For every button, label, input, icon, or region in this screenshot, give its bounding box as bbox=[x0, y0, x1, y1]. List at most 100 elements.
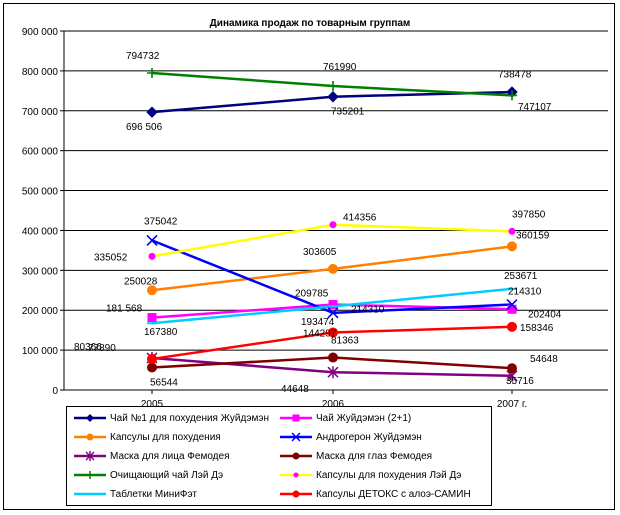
data-label: 738478 bbox=[498, 69, 532, 80]
data-point bbox=[327, 366, 339, 379]
legend-swatch-marker bbox=[86, 471, 94, 479]
data-point bbox=[146, 106, 158, 118]
y-tick-label: 900 000 bbox=[22, 27, 59, 38]
data-point bbox=[328, 263, 338, 274]
data-label: 303605 bbox=[303, 247, 337, 258]
legend-swatch-marker bbox=[292, 490, 300, 498]
data-point bbox=[507, 363, 517, 374]
y-tick-label: 100 000 bbox=[22, 346, 59, 357]
data-label: 735201 bbox=[331, 107, 365, 118]
data-label: 181 568 bbox=[106, 304, 143, 315]
x-tick-label: 2007 г. bbox=[497, 399, 527, 410]
legend-swatch bbox=[74, 414, 106, 422]
data-label: 81363 bbox=[331, 336, 359, 347]
y-tick-label: 0 bbox=[52, 386, 58, 397]
data-point bbox=[147, 67, 157, 78]
legend-swatch bbox=[280, 414, 312, 422]
chart-legend: Чай №1 для похудения Жуйдэмэн Чай Жуйдэмэ… bbox=[66, 406, 492, 506]
legend-swatch bbox=[74, 471, 106, 479]
data-point bbox=[148, 252, 156, 260]
legend-swatch bbox=[74, 433, 106, 441]
legend-label: Маска для лица Фемодея bbox=[110, 450, 230, 462]
data-label: 158346 bbox=[520, 323, 554, 334]
legend-swatch bbox=[280, 452, 312, 460]
legend-item: Таблетки МиниФэт bbox=[73, 485, 197, 503]
data-point bbox=[147, 362, 157, 373]
data-point bbox=[147, 353, 157, 364]
legend-swatch-marker bbox=[291, 432, 301, 442]
data-point bbox=[329, 221, 337, 229]
data-label: 202404 bbox=[528, 309, 562, 320]
legend-item: Маска для глаз Фемодея bbox=[279, 447, 432, 465]
data-point bbox=[327, 307, 339, 319]
data-label: 696 506 bbox=[126, 122, 163, 133]
legend-item: Маска для лица Фемодея bbox=[73, 447, 229, 465]
data-label: 214310 bbox=[351, 305, 385, 316]
y-tick-label: 800 000 bbox=[22, 67, 59, 78]
data-label: 761990 bbox=[323, 62, 357, 73]
legend-swatch-marker bbox=[292, 452, 300, 460]
y-tick-label: 400 000 bbox=[22, 226, 59, 237]
data-point bbox=[328, 352, 338, 363]
data-point bbox=[328, 81, 338, 92]
legend-item: Капсулы для похудения Лэй Дэ bbox=[279, 466, 461, 484]
y-tick-label: 300 000 bbox=[22, 266, 59, 277]
legend-item: Андрогерон Жуйдэмэн bbox=[279, 428, 422, 446]
legend-swatch bbox=[280, 432, 312, 442]
data-label: 35716 bbox=[506, 376, 534, 387]
data-point bbox=[147, 313, 157, 323]
line-chart: Динамика продаж по товарным группам 0 100 … bbox=[22, 18, 608, 410]
data-label: 193474 bbox=[301, 317, 335, 328]
legend-item: Чай Жуйдэмэн (2+1) bbox=[279, 409, 411, 427]
data-label: 375042 bbox=[144, 216, 178, 227]
legend-label: Капсулы для похудения Лэй Дэ bbox=[316, 469, 462, 481]
data-point bbox=[506, 298, 518, 311]
legend-label: Капсулы для похудения bbox=[110, 431, 221, 443]
legend-label: Очищающий чай Лэй Дэ bbox=[110, 469, 224, 481]
legend-swatch-marker bbox=[86, 414, 94, 422]
y-tick-label: 500 000 bbox=[22, 187, 59, 198]
legend-label: Андрогерон Жуйдэмэн bbox=[316, 431, 422, 443]
legend-label: Капсулы ДЕТОКС с алоэ-САМИН bbox=[316, 488, 471, 500]
data-label: 209785 bbox=[295, 288, 329, 299]
legend-swatch-marker bbox=[86, 433, 94, 441]
legend-label: Маска для глаз Фемодея bbox=[316, 450, 433, 462]
legend-label: Чай №1 для похудения Жуйдэмэн bbox=[110, 412, 270, 424]
data-point bbox=[146, 234, 158, 246]
legend-swatch bbox=[280, 490, 312, 498]
legend-swatch-marker bbox=[85, 451, 95, 461]
data-label: 54648 bbox=[530, 354, 558, 365]
data-label: 44648 bbox=[281, 384, 309, 395]
chart-frame: Динамика продаж по товарным группам 0 100 … bbox=[3, 3, 615, 510]
data-label: 144297 bbox=[303, 328, 337, 339]
data-label: 360159 bbox=[516, 230, 550, 241]
legend-item: Очищающий чай Лэй Дэ bbox=[73, 466, 223, 484]
data-point bbox=[327, 91, 339, 103]
data-label: 335052 bbox=[94, 252, 128, 263]
data-point bbox=[507, 90, 517, 101]
x-tick-label: 2005 bbox=[141, 399, 164, 410]
chart-title: Динамика продаж по товарным группам bbox=[210, 18, 411, 29]
data-point bbox=[328, 327, 338, 338]
data-label: 253671 bbox=[504, 271, 538, 282]
data-point bbox=[147, 285, 157, 296]
data-label: 397850 bbox=[512, 209, 546, 220]
data-label: 250028 bbox=[124, 276, 158, 287]
data-label: 214310 bbox=[508, 287, 542, 298]
legend-swatch bbox=[280, 472, 312, 478]
data-point bbox=[508, 227, 516, 235]
data-label: 167380 bbox=[144, 327, 178, 338]
data-label: 77890 bbox=[88, 343, 116, 354]
data-point bbox=[507, 241, 517, 252]
legend-swatch-marker bbox=[293, 472, 299, 478]
legend-swatch bbox=[74, 451, 106, 461]
legend-item: Капсулы ДЕТОКС с алоэ-САМИН bbox=[279, 485, 471, 503]
legend-label: Чай Жуйдэмэн (2+1) bbox=[316, 412, 412, 424]
data-label: 56544 bbox=[150, 377, 178, 388]
legend-swatch-marker bbox=[292, 414, 300, 422]
data-label: 414356 bbox=[343, 213, 377, 224]
y-tick-label: 700 000 bbox=[22, 107, 59, 118]
legend-swatch bbox=[74, 492, 106, 496]
x-tick-label: 2006 bbox=[322, 399, 345, 410]
data-label: 747107 bbox=[518, 102, 552, 113]
